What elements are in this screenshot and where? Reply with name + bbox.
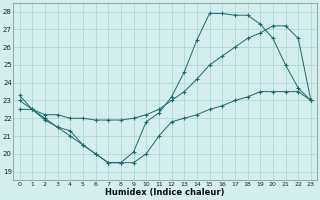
X-axis label: Humidex (Indice chaleur): Humidex (Indice chaleur) [106,188,225,197]
